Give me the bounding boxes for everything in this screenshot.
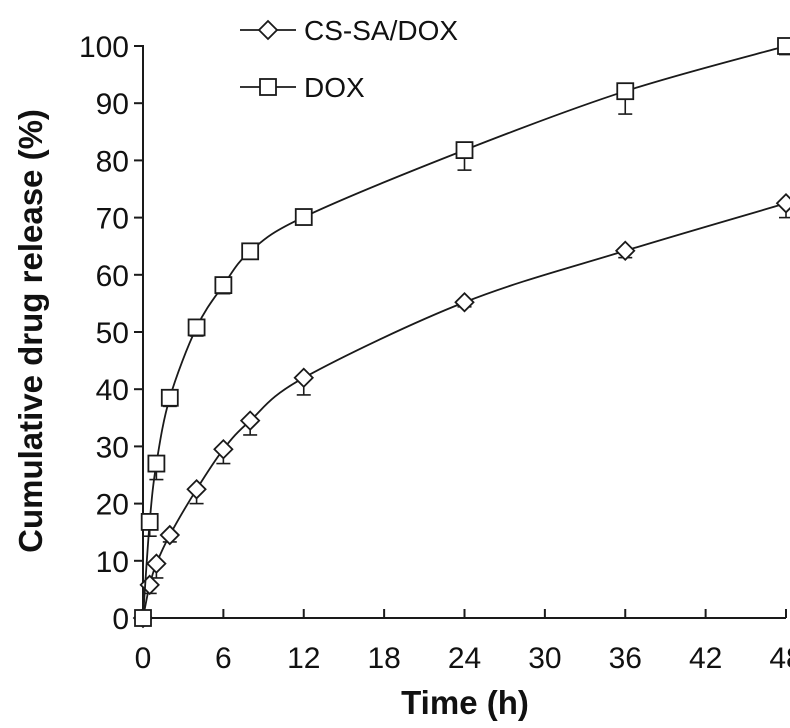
x-tick-label: 48	[769, 642, 790, 675]
data-point	[187, 318, 206, 337]
y-tick-label: 50	[96, 317, 129, 350]
data-point	[616, 82, 635, 101]
x-tick-label: 18	[367, 642, 400, 675]
y-tick-label: 100	[79, 31, 129, 64]
y-tick-label: 80	[96, 145, 129, 178]
y-tick-label: 60	[96, 260, 129, 293]
y-tick-label: 30	[96, 431, 129, 464]
data-point	[241, 242, 260, 261]
series-dox	[134, 37, 790, 627]
data-point	[294, 208, 313, 226]
series-line	[142, 45, 787, 619]
y-tick-label: 10	[96, 546, 129, 579]
x-axis-title: Time (h)	[401, 684, 529, 721]
data-point	[454, 291, 475, 313]
data-point	[777, 37, 790, 55]
legend-item: CS-SA/DOX	[240, 15, 458, 46]
x-tick-label: 42	[689, 642, 722, 675]
y-axis-title: Cumulative drug release (%)	[12, 109, 49, 553]
y-tick-label: 90	[96, 88, 129, 121]
legend: CS-SA/DOX DOX	[240, 15, 458, 103]
data-point	[775, 193, 790, 214]
y-tick-label: 0	[112, 603, 129, 636]
series-layer	[132, 37, 790, 629]
legend-marker	[257, 19, 279, 41]
x-tick-label: 12	[287, 642, 320, 675]
x-tick-label: 0	[135, 642, 152, 675]
data-point	[159, 524, 181, 546]
data-point	[213, 438, 234, 460]
legend-marker	[259, 78, 277, 96]
data-point	[455, 141, 474, 160]
x-tick-label: 24	[448, 642, 481, 675]
data-point	[186, 479, 207, 500]
data-point	[614, 240, 636, 262]
legend-label: CS-SA/DOX	[304, 15, 458, 46]
legend-item: DOX	[240, 72, 365, 103]
y-tick-label: 70	[96, 203, 129, 236]
y-tick-label: 40	[96, 374, 129, 407]
x-tick-label: 6	[215, 642, 232, 675]
y-tick-label: 20	[96, 489, 129, 522]
legend-label: DOX	[304, 72, 365, 103]
data-point	[146, 553, 167, 574]
data-point	[239, 410, 261, 431]
data-point	[134, 609, 152, 627]
x-tick-label: 30	[528, 642, 561, 675]
data-point	[140, 513, 159, 531]
data-point	[147, 454, 166, 473]
series-line	[142, 202, 787, 619]
data-point	[293, 367, 315, 389]
data-point	[160, 388, 179, 407]
data-point	[214, 276, 233, 294]
x-tick-label: 36	[609, 642, 642, 675]
axes: 0 10 20 30 40 50 60 70 80 90 100 0 6 12 18 24 30 36 42 48	[79, 31, 790, 675]
series-cs-sa-dox	[132, 193, 790, 629]
